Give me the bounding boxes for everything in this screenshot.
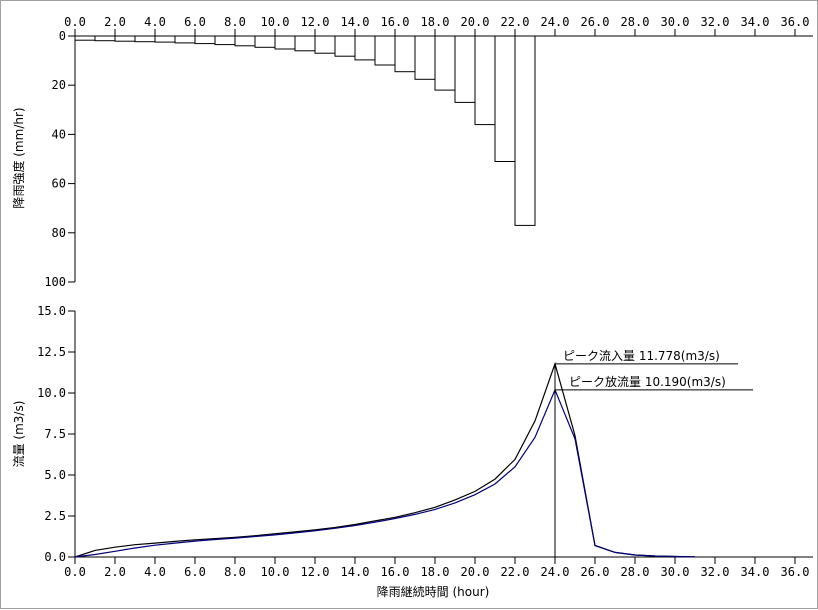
rainfall-bar xyxy=(194,35,216,45)
rainfall-x-tick-label: 16.0 xyxy=(381,15,410,29)
discharge-y-tick-label: 10.0 xyxy=(37,386,66,400)
rainfall-x-tick-label: 2.0 xyxy=(104,15,126,29)
rainfall-y-ticks: 0 20 40 60 80 100 xyxy=(44,29,75,289)
discharge-x-tick-label: 18.0 xyxy=(421,565,450,579)
rainfall-bar xyxy=(94,35,116,42)
discharge-y-tick-label: 5.0 xyxy=(44,468,66,482)
rainfall-x-tick-label: 28.0 xyxy=(621,15,650,29)
discharge-y-tick-label: 2.5 xyxy=(44,509,66,523)
discharge-x-tick-label: 36.0 xyxy=(781,565,810,579)
rainfall-intensity-panel: 0.0 2.0 4.0 6.0 8.0 10.0 12.0 14.0 16.0 18.0 20.0 2… xyxy=(11,15,813,289)
discharge-x-tick-label: 30.0 xyxy=(661,565,690,579)
discharge-x-tick-label: 22.0 xyxy=(501,565,530,579)
discharge-y-ticks: 0.0 2.5 5.0 7.5 10.0 12.5 15.0 xyxy=(37,304,75,564)
rainfall-x-tick-label: 8.0 xyxy=(224,15,246,29)
rainfall-x-tick-label: 18.0 xyxy=(421,15,450,29)
rainfall-y-axis-title: 降雨強度 (mm/hr) xyxy=(11,107,26,208)
peak-outflow-label: ピーク放流量 10.190(m3/s) xyxy=(569,374,726,389)
rainfall-y-tick-label: 20 xyxy=(52,78,66,92)
rainfall-bar xyxy=(134,35,156,43)
rainfall-x-ticks: 0.0 2.0 4.0 6.0 8.0 10.0 12.0 14.0 16.0 18.0 20.0 2… xyxy=(64,15,809,36)
rainfall-bar xyxy=(374,35,396,66)
rainfall-bar xyxy=(234,35,256,47)
discharge-x-tick-label: 8.0 xyxy=(224,565,246,579)
rainfall-x-tick-label: 36.0 xyxy=(781,15,810,29)
rainfall-y-tick-label: 60 xyxy=(52,177,66,191)
rainfall-bar xyxy=(514,35,536,226)
rainfall-x-tick-label: 30.0 xyxy=(661,15,690,29)
discharge-x-ticks: 0.0 2.0 4.0 6.0 8.0 10.0 12.0 14.0 16.0 18.0 20.0 2… xyxy=(64,557,809,579)
rainfall-y-tick-label: 0 xyxy=(59,29,66,43)
rainfall-x-tick-label: 14.0 xyxy=(341,15,370,29)
rainfall-x-tick-label: 0.0 xyxy=(64,15,86,29)
rainfall-x-tick-label: 34.0 xyxy=(741,15,770,29)
rainfall-bar xyxy=(394,35,416,73)
discharge-x-tick-label: 20.0 xyxy=(461,565,490,579)
discharge-x-tick-label: 16.0 xyxy=(381,565,410,579)
rainfall-bar xyxy=(434,35,456,91)
rainfall-bar xyxy=(474,35,496,126)
rainfall-x-tick-label: 12.0 xyxy=(301,15,330,29)
rainfall-x-tick-label: 24.0 xyxy=(541,15,570,29)
rainfall-x-tick-label: 6.0 xyxy=(184,15,206,29)
rainfall-x-tick-label: 10.0 xyxy=(261,15,290,29)
rainfall-bar xyxy=(74,35,96,41)
rainfall-bar xyxy=(254,35,276,48)
discharge-y-tick-label: 15.0 xyxy=(37,304,66,318)
rainfall-bar xyxy=(494,35,516,162)
discharge-panel: 0.0 2.0 4.0 6.0 8.0 10.0 12.0 14.0 16.0 18.0 20.0 2… xyxy=(12,304,813,599)
discharge-y-tick-label: 7.5 xyxy=(44,427,66,441)
discharge-x-tick-label: 34.0 xyxy=(741,565,770,579)
rainfall-bar xyxy=(314,35,336,54)
rainfall-x-tick-label: 32.0 xyxy=(701,15,730,29)
rainfall-bar xyxy=(114,35,136,42)
discharge-x-tick-label: 2.0 xyxy=(104,565,126,579)
rainfall-x-tick-label: 22.0 xyxy=(501,15,530,29)
discharge-x-tick-label: 14.0 xyxy=(341,565,370,579)
rainfall-bar xyxy=(274,35,296,50)
discharge-x-tick-label: 28.0 xyxy=(621,565,650,579)
discharge-x-tick-label: 10.0 xyxy=(261,565,290,579)
rainfall-bars xyxy=(74,35,536,226)
rainfall-bar xyxy=(174,35,196,44)
discharge-x-axis-title: 降雨継続時間 (hour) xyxy=(377,584,490,599)
discharge-x-tick-label: 6.0 xyxy=(184,565,206,579)
rainfall-x-tick-label: 26.0 xyxy=(581,15,610,29)
rainfall-bar xyxy=(294,35,316,52)
discharge-x-tick-label: 12.0 xyxy=(301,565,330,579)
discharge-y-tick-label: 12.5 xyxy=(37,345,66,359)
rainfall-bar xyxy=(154,35,176,43)
rainfall-bar xyxy=(334,35,356,57)
rainfall-x-tick-label: 4.0 xyxy=(144,15,166,29)
rainfall-bar xyxy=(354,35,376,61)
rainfall-y-tick-label: 40 xyxy=(52,127,66,141)
peak-annotations: ピーク流入量 11.778(m3/s) ピーク放流量 10.190(m3/s) xyxy=(554,349,753,557)
discharge-x-tick-label: 0.0 xyxy=(64,565,86,579)
discharge-x-tick-label: 4.0 xyxy=(144,565,166,579)
discharge-x-tick-label: 24.0 xyxy=(541,565,570,579)
outflow-hydrograph-line xyxy=(74,388,696,558)
rainfall-y-tick-label: 80 xyxy=(52,226,66,240)
discharge-y-tick-label: 0.0 xyxy=(44,550,66,564)
rainfall-x-tick-label: 20.0 xyxy=(461,15,490,29)
inflow-hydrograph-line xyxy=(74,361,696,558)
discharge-x-tick-label: 32.0 xyxy=(701,565,730,579)
rainfall-bar xyxy=(214,35,236,46)
rainfall-bar xyxy=(414,35,436,80)
discharge-x-tick-label: 26.0 xyxy=(581,565,610,579)
rainfall-bar xyxy=(454,35,476,103)
peak-inflow-label: ピーク流入量 11.778(m3/s) xyxy=(563,349,720,363)
discharge-y-axis-title: 流量 (m3/s) xyxy=(12,401,26,468)
discharge-series xyxy=(74,361,696,558)
rainfall-y-tick-label: 100 xyxy=(44,275,66,289)
